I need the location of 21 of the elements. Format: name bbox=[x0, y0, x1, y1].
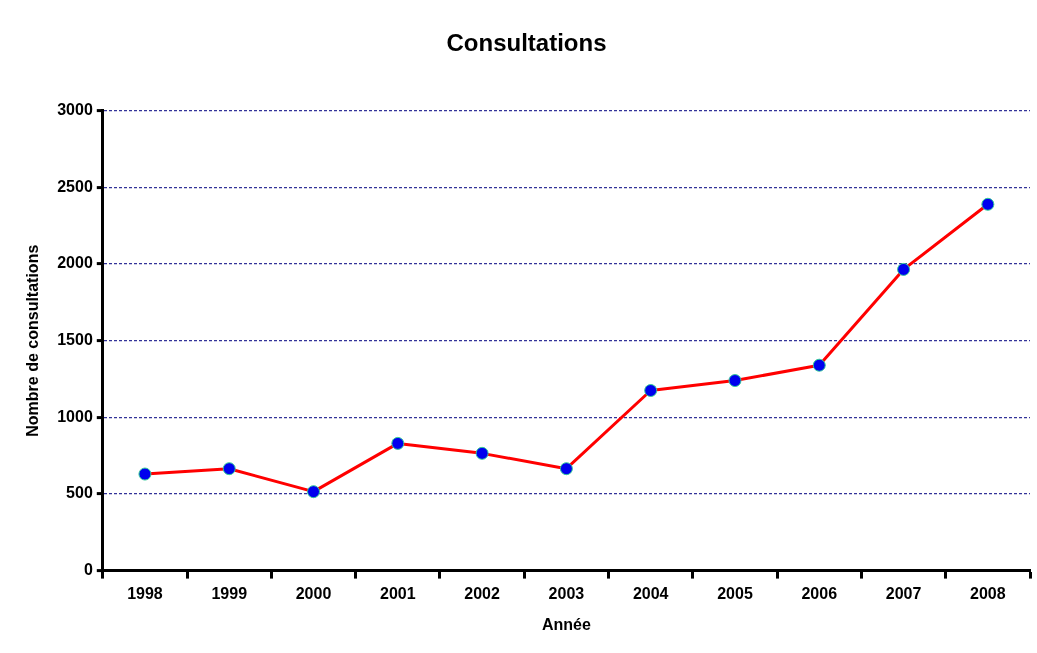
x-tick-label: 1999 bbox=[211, 584, 248, 602]
x-tick-label: 2000 bbox=[295, 584, 332, 602]
y-tick-label: 500 bbox=[66, 484, 93, 502]
y-tick-label: 2500 bbox=[57, 177, 93, 195]
x-tick-label: 2006 bbox=[801, 584, 838, 602]
y-tick-label: 3000 bbox=[57, 101, 93, 119]
x-tick-label: 2005 bbox=[717, 584, 753, 602]
y-tick-label: 0 bbox=[83, 561, 93, 579]
x-tick-label: 1998 bbox=[127, 584, 163, 602]
x-tick-label: 2004 bbox=[632, 584, 669, 602]
x-tick-label: 2003 bbox=[548, 584, 585, 602]
y-tick-label: 1500 bbox=[57, 331, 93, 349]
x-axis-title: Année bbox=[541, 615, 591, 633]
x-tick-label: 2001 bbox=[380, 584, 416, 602]
x-tick-label: 2008 bbox=[970, 584, 1006, 602]
y-tick-label: 1000 bbox=[57, 407, 93, 425]
y-axis-title: Nombre de consultations bbox=[24, 244, 42, 437]
x-tick-label: 2002 bbox=[464, 584, 500, 602]
chart-title: Consultations bbox=[446, 29, 607, 57]
y-tick-label: 2000 bbox=[57, 254, 93, 272]
x-tick-label: 2007 bbox=[885, 584, 922, 602]
